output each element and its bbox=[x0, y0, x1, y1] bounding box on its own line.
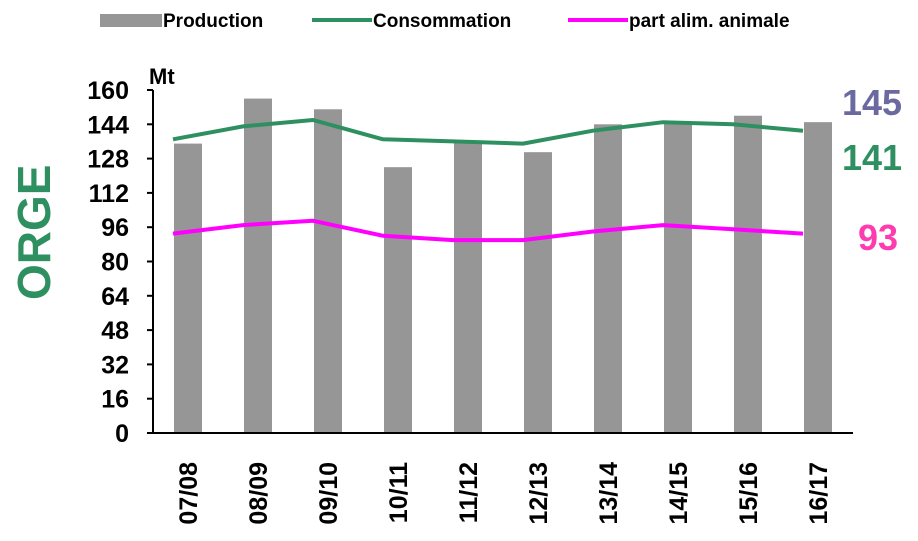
x-tick-label: 14/15 bbox=[665, 462, 693, 525]
legend-label-part-alim-animale: part alim. animale bbox=[629, 11, 790, 32]
y-tick-label: 0 bbox=[115, 420, 129, 448]
side-title: ORGE bbox=[8, 165, 60, 300]
x-tick-label: 08/09 bbox=[245, 462, 273, 525]
x-tick-label: 13/14 bbox=[595, 462, 623, 525]
x-tick-label: 16/17 bbox=[805, 462, 833, 525]
y-axis-ticks: 0 16 32 48 64 80 96 112 128 144 160 bbox=[87, 77, 153, 448]
y-tick-label: 96 bbox=[101, 214, 129, 242]
bar-production bbox=[384, 167, 412, 434]
y-tick-label: 64 bbox=[101, 283, 129, 311]
x-tick-label: 11/12 bbox=[455, 462, 483, 523]
annotation-production-end: 145 bbox=[842, 82, 902, 123]
y-tick-label: 16 bbox=[101, 386, 129, 414]
legend-label-production: Production bbox=[163, 11, 263, 32]
x-tick-label: 12/13 bbox=[525, 462, 553, 525]
annotation-part-alim-end: 93 bbox=[858, 217, 898, 258]
bar-production bbox=[314, 109, 342, 433]
y-tick-label: 48 bbox=[101, 317, 129, 345]
annotation-consommation-end: 141 bbox=[842, 137, 902, 178]
bar-production bbox=[524, 152, 552, 433]
y-tick-label: 160 bbox=[87, 77, 129, 105]
bar-production bbox=[174, 143, 202, 433]
bar-production bbox=[244, 98, 272, 433]
x-tick-label: 07/08 bbox=[175, 462, 203, 525]
x-axis-labels: 07/08 08/09 09/10 10/11 11/12 12/13 13/14 14/15… bbox=[175, 462, 833, 525]
y-tick-label: 32 bbox=[101, 351, 129, 379]
legend-swatch-production bbox=[100, 14, 162, 27]
bar-production bbox=[594, 124, 622, 434]
y-tick-label: 144 bbox=[87, 111, 129, 139]
unit-label: Mt bbox=[149, 64, 175, 89]
bar-production bbox=[454, 141, 482, 433]
x-tick-label: 15/16 bbox=[735, 462, 763, 525]
line-consommation bbox=[172, 118, 804, 146]
y-tick-label: 112 bbox=[89, 180, 129, 208]
bar-production bbox=[734, 115, 762, 433]
x-tick-label: 10/11 bbox=[385, 462, 413, 523]
bars bbox=[174, 98, 832, 434]
legend-label-consommation: Consommation bbox=[373, 11, 511, 32]
y-tick-label: 128 bbox=[87, 146, 129, 174]
bar-production bbox=[804, 122, 832, 433]
bar-production bbox=[664, 122, 692, 433]
x-tick-label: 09/10 bbox=[315, 462, 343, 525]
y-tick-label: 80 bbox=[101, 249, 129, 277]
line-part-alim-animale bbox=[172, 218, 804, 243]
legend: Production Consommation part alim. anima… bbox=[100, 11, 790, 32]
